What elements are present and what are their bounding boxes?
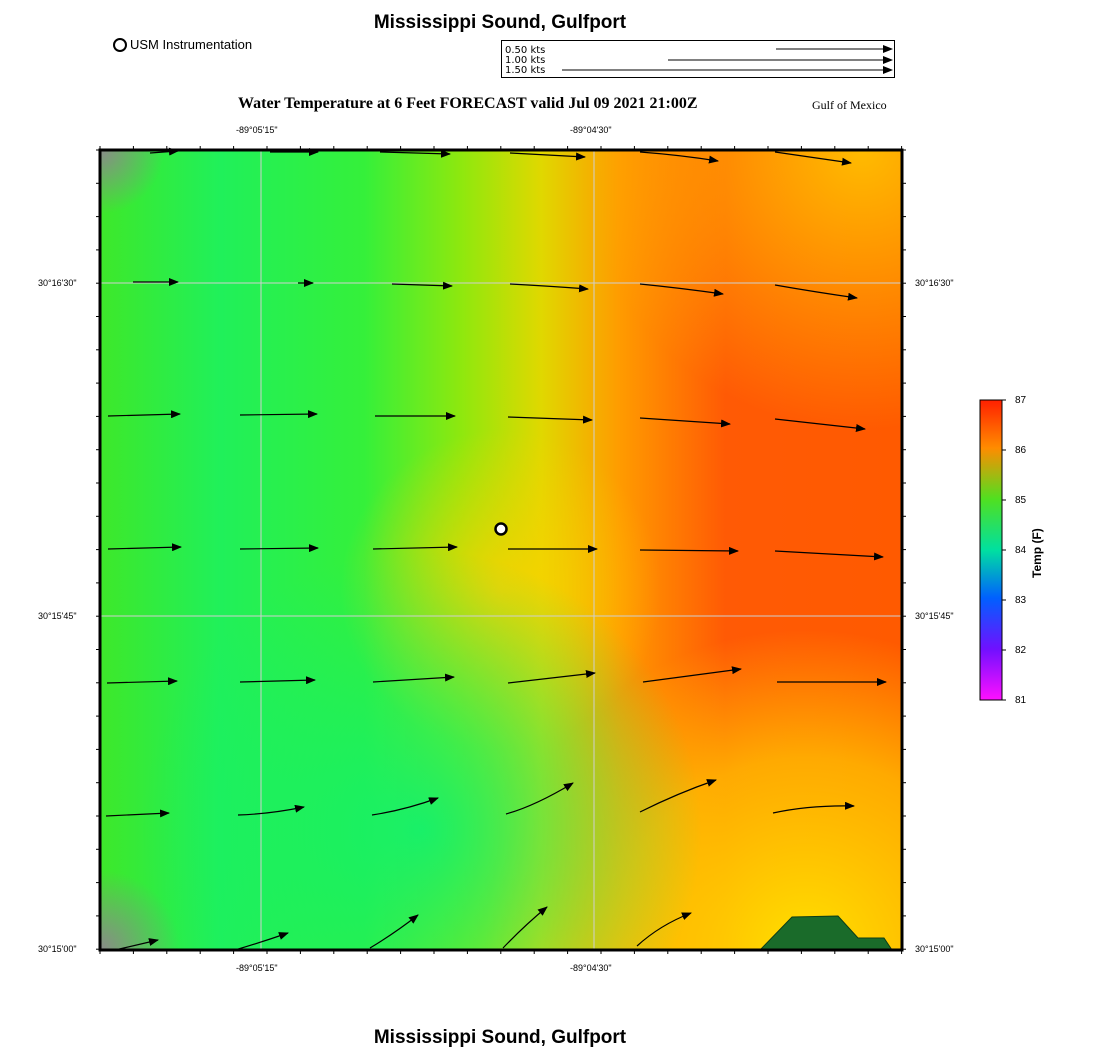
lon-tick-bottom-1: -89°05'15" bbox=[236, 963, 278, 973]
current-vector-arrow bbox=[639, 779, 717, 813]
current-vector-arrow bbox=[105, 809, 170, 818]
instrument-legend-label: USM Instrumentation bbox=[130, 37, 253, 52]
lat-tick-left-2: 30°15'45" bbox=[38, 611, 77, 621]
current-vector-arrow bbox=[639, 283, 724, 297]
scale-label-1-00: 1.00 kts bbox=[505, 55, 546, 66]
forecast-subtitle: Water Temperature at 6 Feet FORECAST val… bbox=[238, 95, 698, 112]
current-vector-arrow bbox=[114, 938, 159, 951]
footer-title: Mississippi Sound, Gulfport bbox=[373, 1027, 627, 1048]
colorbar-tick-85: 85 bbox=[1015, 495, 1027, 506]
current-vector-arrow bbox=[774, 284, 858, 301]
current-vector-arrow bbox=[149, 147, 179, 156]
lat-tick-left-1: 30°16'30" bbox=[38, 278, 77, 288]
colorbar-tick-87: 87 bbox=[1015, 395, 1027, 406]
current-vector-arrow bbox=[237, 804, 305, 816]
current-vector-arrow bbox=[509, 283, 589, 293]
current-vector-arrow bbox=[507, 415, 593, 424]
lat-tick-right-1: 30°16'30" bbox=[915, 278, 954, 288]
colorbar-tick-83: 83 bbox=[1015, 595, 1027, 606]
instrument-legend: USM Instrumentation bbox=[113, 37, 252, 52]
current-vector-arrow bbox=[391, 281, 453, 290]
current-vector-arrow bbox=[774, 151, 852, 166]
current-vector-arrow bbox=[106, 677, 178, 686]
scale-arrows bbox=[562, 45, 893, 74]
scale-label-1-50: 1.50 kts bbox=[505, 65, 546, 76]
current-vector-arrow bbox=[509, 152, 586, 161]
colorbar-ticks bbox=[1002, 399, 1006, 701]
current-vector-arrow bbox=[372, 543, 458, 552]
current-vector-arrow bbox=[505, 782, 574, 815]
frame-ticks bbox=[96, 146, 906, 954]
instrument-station-marker bbox=[494, 522, 508, 536]
colorbar bbox=[979, 399, 1003, 701]
current-vector-arrow bbox=[107, 543, 182, 552]
colorbar-tick-84: 84 bbox=[1015, 545, 1027, 556]
current-vector-arrow bbox=[239, 544, 319, 553]
colorbar-tick-82: 82 bbox=[1015, 645, 1027, 656]
current-vector-arrow bbox=[636, 912, 692, 947]
current-vector-arrow bbox=[502, 906, 548, 949]
current-vector-arrow bbox=[639, 417, 731, 428]
current-vector-arrow bbox=[507, 670, 596, 684]
colorbar-tick-81: 81 bbox=[1015, 695, 1027, 706]
scale-label-0-50: 0.50 kts bbox=[505, 45, 546, 56]
current-vector-arrow bbox=[639, 151, 719, 164]
region-label: Gulf of Mexico bbox=[812, 98, 887, 112]
current-vector-arrow bbox=[774, 418, 866, 432]
lat-tick-right-2: 30°15'45" bbox=[915, 611, 954, 621]
current-vector-arrow bbox=[372, 673, 455, 683]
current-vector-arrow bbox=[639, 546, 739, 555]
current-vector-arrow bbox=[774, 550, 884, 561]
current-vector-arrow bbox=[107, 410, 181, 419]
current-vector-arrow bbox=[369, 914, 419, 949]
current-vector-arrow bbox=[239, 410, 318, 419]
current-speed-scale: 0.50 kts 1.00 kts 1.50 kts bbox=[501, 40, 895, 78]
current-vectors bbox=[105, 147, 887, 951]
current-vector-arrow bbox=[379, 149, 451, 158]
current-vector-arrow bbox=[371, 797, 439, 816]
temperature-field bbox=[100, 150, 902, 950]
current-vector-arrow bbox=[239, 676, 316, 685]
colorbar-tick-86: 86 bbox=[1015, 445, 1027, 456]
lon-tick-top-2: -89°04'30" bbox=[570, 125, 612, 135]
current-vector-arrow bbox=[642, 666, 742, 683]
current-vector-arrow bbox=[234, 932, 289, 951]
lon-tick-bottom-2: -89°04'30" bbox=[570, 963, 612, 973]
lat-tick-right-3: 30°15'00" bbox=[915, 944, 954, 954]
map-title: Mississippi Sound, Gulfport bbox=[373, 12, 627, 33]
current-vector-arrow bbox=[772, 801, 855, 814]
lat-tick-left-3: 30°15'00" bbox=[38, 944, 77, 954]
instrument-marker-icon bbox=[113, 37, 127, 52]
lon-tick-top-1: -89°05'15" bbox=[236, 125, 278, 135]
